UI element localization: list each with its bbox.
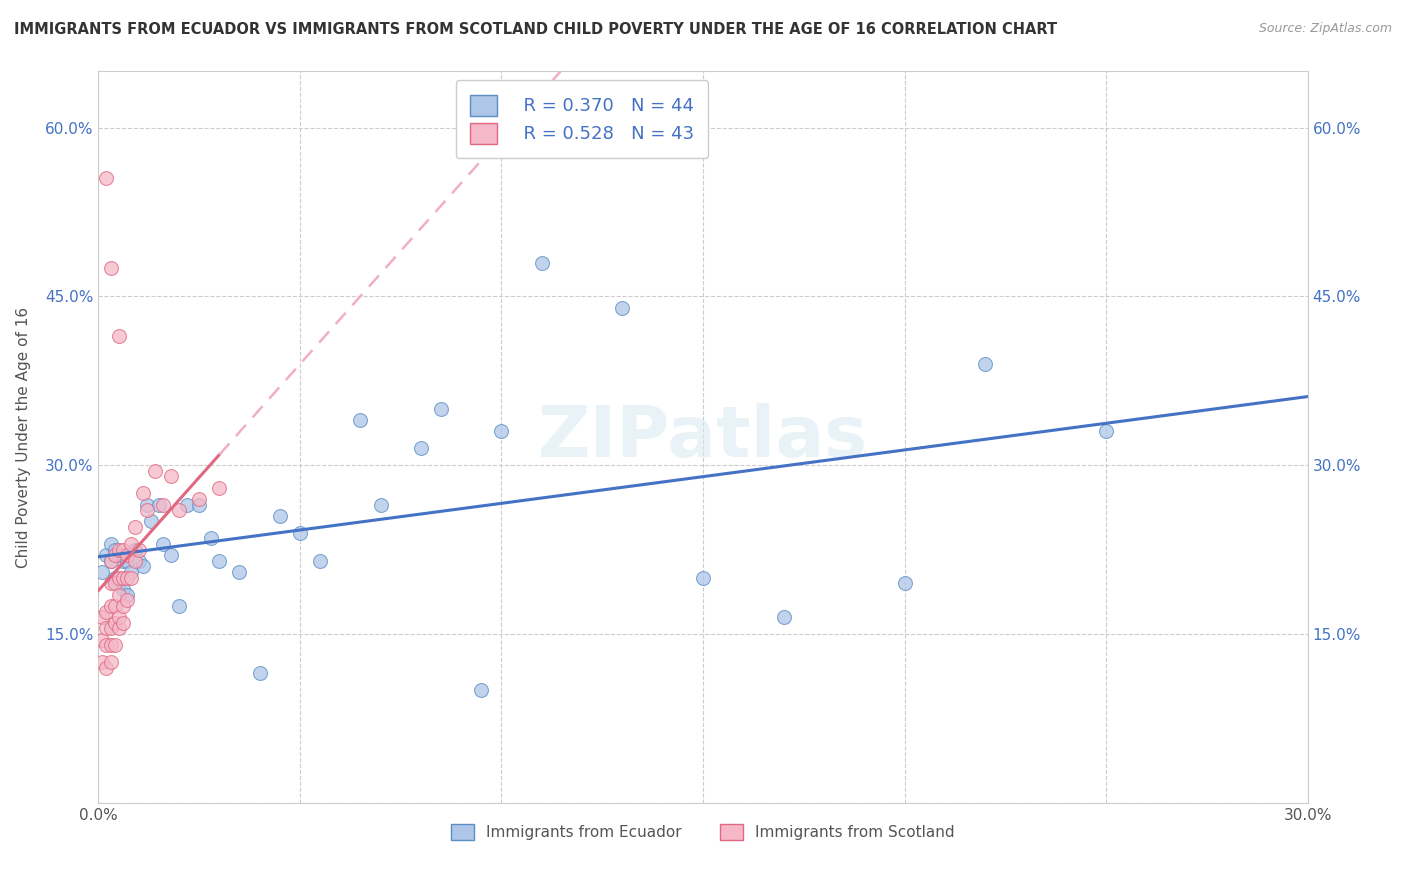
- Point: [893, 576, 915, 591]
- Point: [91, 610, 114, 624]
- Point: [612, 301, 634, 315]
- Point: [96, 661, 118, 675]
- Point: [107, 576, 129, 591]
- Point: [107, 548, 129, 562]
- Point: [100, 655, 122, 669]
- Point: [100, 537, 122, 551]
- Point: [208, 481, 231, 495]
- Point: [103, 576, 125, 591]
- Point: [115, 588, 138, 602]
- Point: [288, 525, 311, 540]
- Point: [107, 542, 129, 557]
- Point: [430, 401, 453, 416]
- Point: [409, 442, 432, 456]
- Point: [96, 605, 118, 619]
- Text: Source: ZipAtlas.com: Source: ZipAtlas.com: [1258, 22, 1392, 36]
- Point: [309, 554, 332, 568]
- Point: [100, 576, 122, 591]
- Point: [128, 542, 150, 557]
- Point: [167, 599, 190, 613]
- Point: [96, 638, 118, 652]
- Point: [103, 571, 125, 585]
- Point: [128, 554, 150, 568]
- Point: [269, 508, 291, 523]
- Point: [470, 683, 492, 698]
- Text: IMMIGRANTS FROM ECUADOR VS IMMIGRANTS FROM SCOTLAND CHILD POVERTY UNDER THE AGE : IMMIGRANTS FROM ECUADOR VS IMMIGRANTS FR…: [14, 22, 1057, 37]
- Point: [167, 503, 190, 517]
- Point: [692, 571, 714, 585]
- Point: [103, 638, 125, 652]
- Point: [1095, 425, 1118, 439]
- Point: [100, 621, 122, 635]
- Point: [103, 615, 125, 630]
- Point: [120, 565, 142, 579]
- Point: [249, 666, 271, 681]
- Point: [176, 498, 198, 512]
- Point: [160, 469, 183, 483]
- Point: [124, 520, 146, 534]
- Point: [120, 537, 142, 551]
- Point: [103, 542, 125, 557]
- Point: [107, 571, 129, 585]
- Point: [132, 486, 155, 500]
- Y-axis label: Child Poverty Under the Age of 16: Child Poverty Under the Age of 16: [17, 307, 31, 567]
- Point: [228, 565, 250, 579]
- Point: [111, 554, 134, 568]
- Point: [91, 632, 114, 647]
- Point: [530, 255, 553, 269]
- Point: [100, 554, 122, 568]
- Point: [148, 498, 170, 512]
- Point: [208, 554, 231, 568]
- Point: [107, 588, 129, 602]
- Point: [107, 610, 129, 624]
- Point: [491, 425, 513, 439]
- Point: [100, 599, 122, 613]
- Legend: Immigrants from Ecuador, Immigrants from Scotland: Immigrants from Ecuador, Immigrants from…: [446, 818, 960, 847]
- Text: ZIPatlas: ZIPatlas: [538, 402, 868, 472]
- Point: [111, 582, 134, 596]
- Point: [111, 542, 134, 557]
- Point: [115, 593, 138, 607]
- Point: [107, 621, 129, 635]
- Point: [135, 498, 157, 512]
- Point: [139, 515, 162, 529]
- Point: [143, 464, 166, 478]
- Point: [91, 565, 114, 579]
- Point: [111, 571, 134, 585]
- Point: [370, 498, 392, 512]
- Point: [111, 615, 134, 630]
- Point: [111, 599, 134, 613]
- Point: [124, 554, 146, 568]
- Point: [188, 498, 211, 512]
- Point: [96, 171, 118, 186]
- Point: [115, 554, 138, 568]
- Point: [132, 559, 155, 574]
- Point: [772, 610, 794, 624]
- Point: [188, 491, 211, 506]
- Point: [100, 638, 122, 652]
- Point: [100, 554, 122, 568]
- Point: [974, 357, 997, 371]
- Point: [96, 621, 118, 635]
- Point: [91, 655, 114, 669]
- Point: [160, 548, 183, 562]
- Point: [103, 599, 125, 613]
- Point: [135, 503, 157, 517]
- Point: [152, 537, 174, 551]
- Point: [200, 532, 222, 546]
- Point: [115, 548, 138, 562]
- Point: [124, 542, 146, 557]
- Point: [107, 328, 129, 343]
- Point: [120, 571, 142, 585]
- Point: [115, 571, 138, 585]
- Point: [349, 413, 371, 427]
- Point: [96, 548, 118, 562]
- Point: [103, 548, 125, 562]
- Point: [100, 261, 122, 276]
- Point: [152, 498, 174, 512]
